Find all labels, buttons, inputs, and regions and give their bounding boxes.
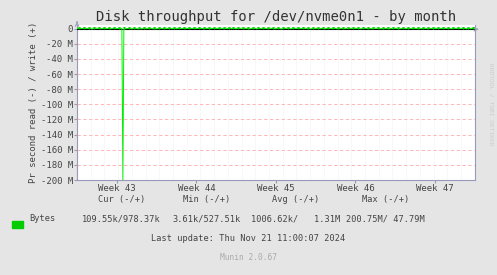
Text: Bytes: Bytes (29, 214, 55, 223)
Text: Min (-/+): Min (-/+) (182, 195, 230, 204)
Text: 109.55k/978.37k: 109.55k/978.37k (83, 214, 161, 223)
Text: RRDTOOL / TOBI OETIKER: RRDTOOL / TOBI OETIKER (488, 63, 493, 146)
Y-axis label: Pr second read (-) / write (+): Pr second read (-) / write (+) (29, 22, 38, 183)
Text: Max (-/+): Max (-/+) (361, 195, 409, 204)
Text: 3.61k/527.51k: 3.61k/527.51k (172, 214, 241, 223)
Text: Avg (-/+): Avg (-/+) (272, 195, 320, 204)
Title: Disk throughput for /dev/nvme0n1 - by month: Disk throughput for /dev/nvme0n1 - by mo… (96, 10, 456, 24)
Text: Last update: Thu Nov 21 11:00:07 2024: Last update: Thu Nov 21 11:00:07 2024 (152, 234, 345, 243)
Text: 1006.62k/   1.31M: 1006.62k/ 1.31M (251, 214, 340, 223)
Text: 200.75M/ 47.79M: 200.75M/ 47.79M (346, 214, 424, 223)
Text: Munin 2.0.67: Munin 2.0.67 (220, 253, 277, 262)
Text: Cur (-/+): Cur (-/+) (98, 195, 146, 204)
